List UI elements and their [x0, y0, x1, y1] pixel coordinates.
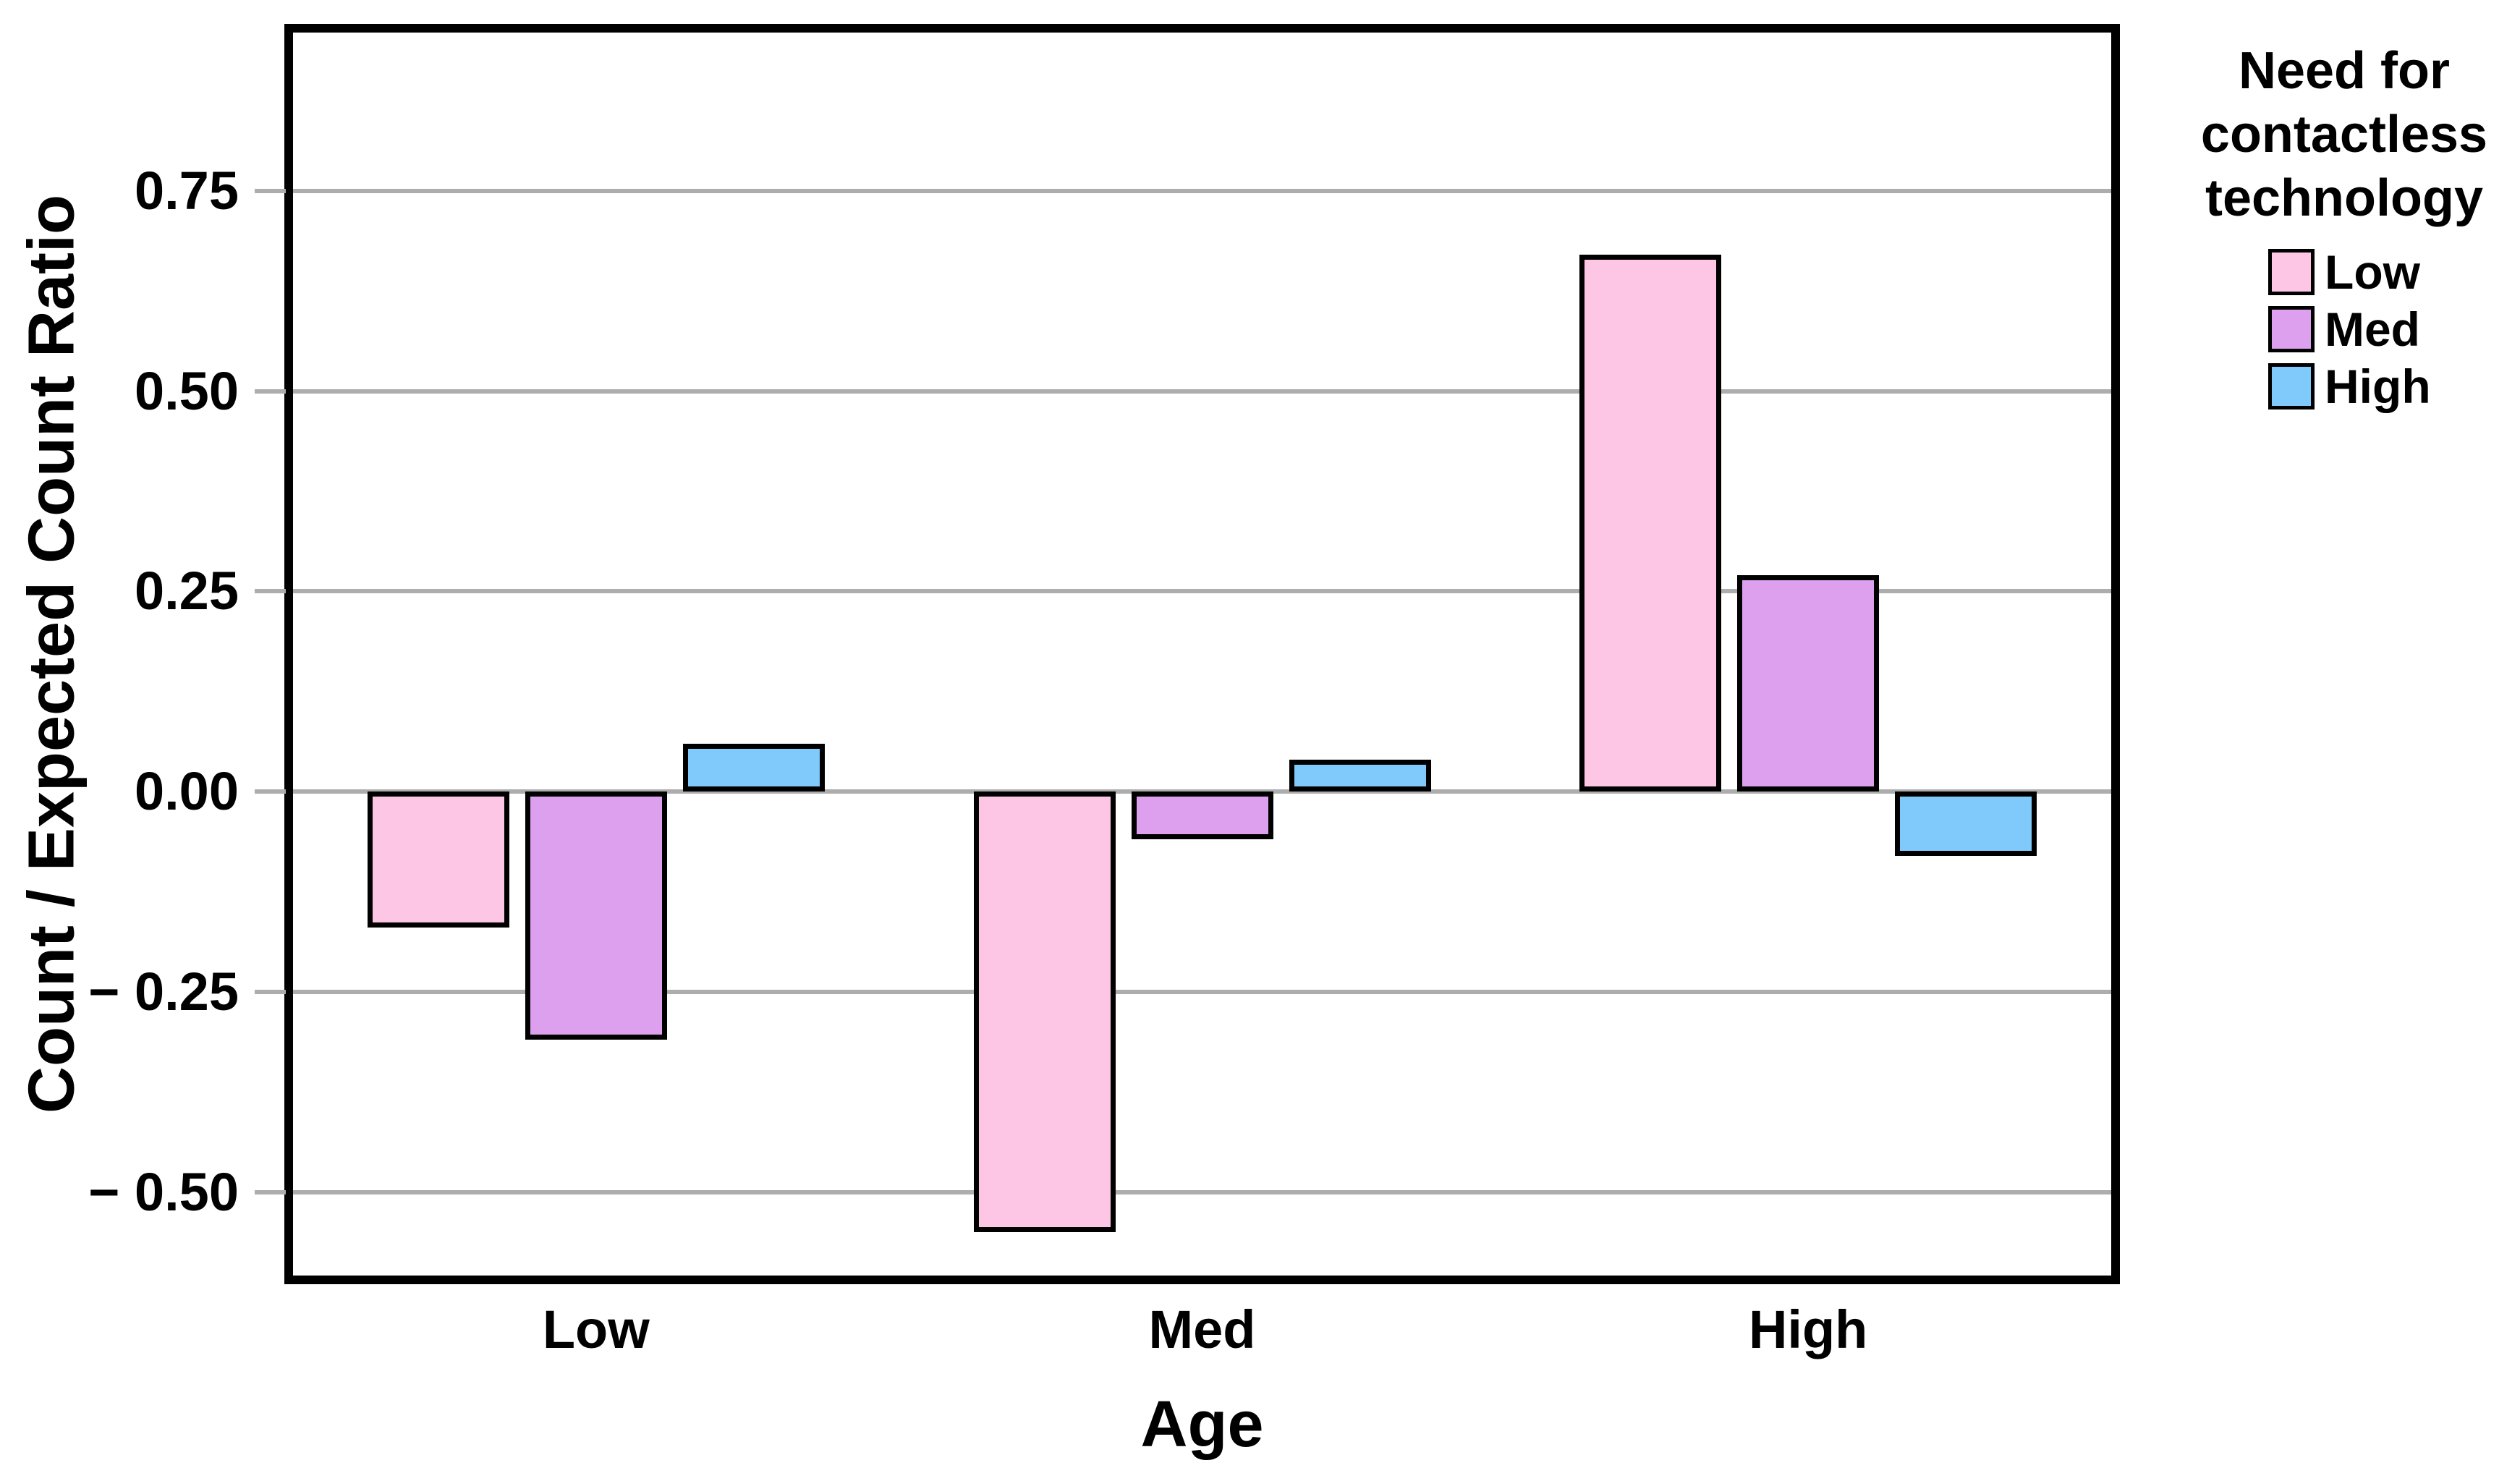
legend-label-med: Med [2325, 302, 2420, 357]
y-tick-0.50 [255, 389, 286, 394]
bar-med-low [973, 792, 1116, 1232]
bar-low-med [525, 792, 667, 1040]
x-tick-label-med: Med [1148, 1299, 1256, 1359]
bar-low-low [367, 792, 509, 928]
legend-label-low: Low [2325, 245, 2420, 300]
y-tick-0.00 [255, 789, 286, 794]
legend: Need for contactless technology Low Med Hi… [2174, 40, 2514, 420]
y-tick-0.75 [255, 188, 286, 193]
bar-high-low [1579, 255, 1722, 792]
y-tick-label-0.75: 0.75 [134, 160, 239, 221]
gridline-−0.25 [293, 989, 2111, 994]
y-tick-label-0.00: 0.00 [134, 761, 239, 821]
legend-swatch-low [2268, 249, 2315, 296]
legend-item-low: Low [2268, 245, 2514, 300]
x-axis-title: Age [1140, 1388, 1264, 1461]
y-tick-label-−0.50: − 0.50 [88, 1161, 239, 1222]
bar-low-high [682, 743, 825, 792]
y-tick-label-−0.25: − 0.25 [88, 961, 239, 1022]
bar-high-med [1737, 575, 1880, 792]
bar-med-med [1131, 792, 1273, 840]
y-tick-−0.25 [255, 989, 286, 994]
gridline-0.75 [293, 188, 2111, 193]
bar-high-high [1895, 792, 2037, 856]
legend-swatch-high [2268, 363, 2315, 410]
gridline-0.25 [293, 589, 2111, 594]
gridline-−0.50 [293, 1189, 2111, 1194]
legend-item-high: High [2268, 360, 2514, 414]
legend-items: Low Med High [2174, 245, 2514, 414]
x-tick-label-low: Low [542, 1299, 650, 1359]
y-tick-label-0.50: 0.50 [134, 360, 239, 421]
legend-title: Need for contactless technology [2200, 42, 2488, 227]
bar-med-high [1289, 759, 1431, 792]
y-tick-−0.50 [255, 1189, 286, 1194]
y-tick-0.25 [255, 589, 286, 594]
gridline-0.50 [293, 389, 2111, 394]
plot-area [284, 24, 2120, 1284]
legend-label-high: High [2325, 360, 2431, 414]
x-tick-label-high: High [1748, 1299, 1868, 1359]
y-tick-label-0.25: 0.25 [134, 561, 239, 621]
legend-swatch-med [2268, 306, 2315, 353]
legend-item-med: Med [2268, 302, 2514, 357]
